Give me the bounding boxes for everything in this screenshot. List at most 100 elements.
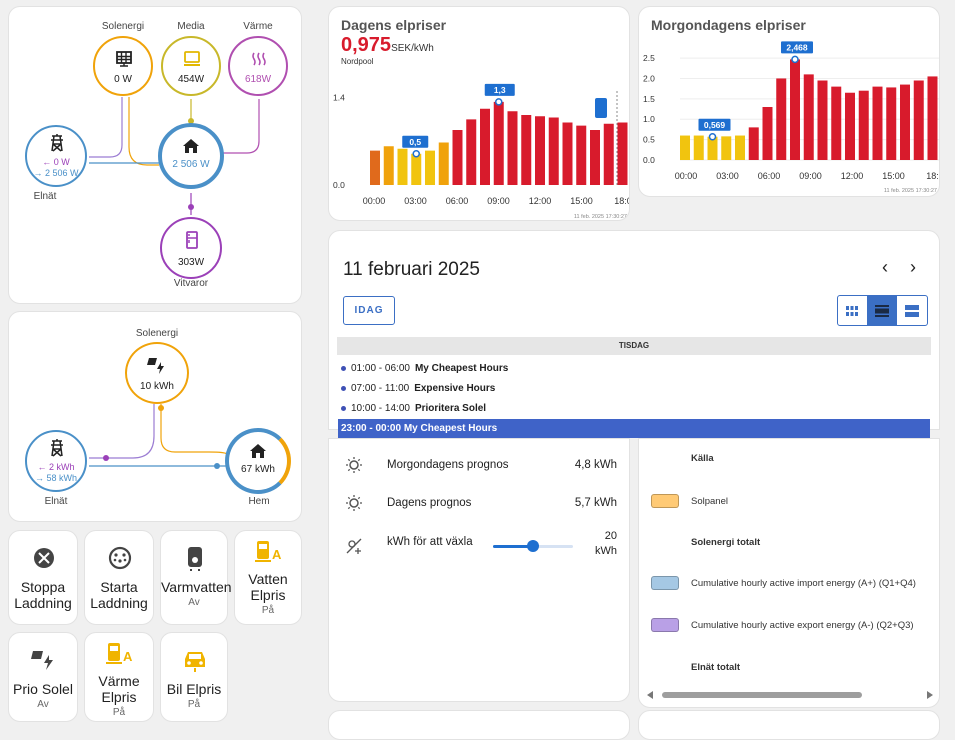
price-marker-dot xyxy=(412,150,420,158)
today-prices-title: Dagens elpriser xyxy=(341,17,447,33)
water-boiler-icon xyxy=(188,547,202,571)
legend-header: Källa xyxy=(691,453,714,464)
price-marker-label: 0,5 xyxy=(409,137,421,147)
switch-threshold-row: kWh för att växla 20 kWh xyxy=(345,530,617,561)
grid-node[interactable]: ← 0 W → 2 506 W xyxy=(25,125,87,187)
switch-threshold-slider[interactable] xyxy=(493,540,573,552)
calendar-event[interactable]: 01:00 - 06:00 My Cheapest Hours xyxy=(341,363,508,374)
slider-handle[interactable] xyxy=(527,540,539,552)
solar-power-icon xyxy=(147,358,164,374)
heat-value: 618W xyxy=(244,74,272,85)
list-view-button[interactable] xyxy=(897,296,927,325)
x-tick-label: 09:00 xyxy=(799,171,822,181)
scroll-left-icon[interactable] xyxy=(647,691,653,699)
day-view-icon xyxy=(875,304,889,317)
today-prices-card: Dagens elpriser 0,975SEK/kWh Nordpool 0.… xyxy=(328,6,630,221)
prio-solar-button[interactable]: Prio Solel Av xyxy=(8,632,78,722)
price-bar xyxy=(913,80,924,160)
prev-chevron-icon[interactable]: ‹ xyxy=(882,257,888,277)
tomorrow-prices-card: Morgondagens elpriser 0.0 0.5 1.0 1.5 2.0 2.5… xyxy=(638,6,940,197)
scrollbar-thumb[interactable] xyxy=(662,692,862,698)
price-bar xyxy=(735,135,745,160)
today-forecast-name: Dagens prognos xyxy=(387,497,472,509)
x-tick-label: 15:00 xyxy=(570,196,593,206)
stop-charging-button[interactable]: Stoppa Laddning xyxy=(8,530,78,625)
horizontal-scrollbar[interactable] xyxy=(645,690,935,700)
grid-out-value-2: → 58 kWh xyxy=(34,473,77,483)
y-tick-label: 0.0 xyxy=(333,180,345,190)
solar-forecast-icon xyxy=(346,495,362,511)
tomorrow-forecast-row[interactable]: Morgondagens prognos 4,8 kWh xyxy=(345,455,617,475)
transmission-tower-icon xyxy=(51,439,63,457)
transmission-tower-icon xyxy=(51,134,63,152)
current-price-value: 0,975 xyxy=(341,34,392,56)
car-price-button[interactable]: Bil Elpris På xyxy=(160,632,228,722)
y-tick-label: 1.5 xyxy=(643,94,655,104)
x-tick-label: 06:00 xyxy=(446,196,469,206)
home-node[interactable]: 2 506 W xyxy=(158,123,224,189)
solar-value: 0 W xyxy=(114,74,132,85)
water-price-button[interactable]: A Vatten Elpris På xyxy=(234,530,302,625)
price-bar xyxy=(562,122,573,185)
heat-price-button[interactable]: A Värme Elpris På xyxy=(84,632,154,722)
price-bar xyxy=(397,148,408,185)
svg-text:A: A xyxy=(123,649,133,664)
price-bar xyxy=(480,108,490,185)
legend-item-solar[interactable]: Solpanel xyxy=(651,494,728,508)
tomorrow-prices-title: Morgondagens elpriser xyxy=(651,17,806,33)
price-bar xyxy=(507,111,518,185)
home-node-2[interactable]: 67 kWh xyxy=(225,428,291,494)
solar-node[interactable]: 0 W xyxy=(93,36,153,96)
today-forecast-value: 5,7 kWh xyxy=(574,497,617,509)
x-tick-label: 00:00 xyxy=(675,171,698,181)
price-marker-label: 1,3 xyxy=(494,85,506,95)
current-price-badge xyxy=(595,98,607,118)
hot-water-button[interactable]: Varmvatten Av xyxy=(160,530,232,625)
y-tick-label: 1.4 xyxy=(333,93,345,103)
media-label: Media xyxy=(177,21,205,32)
ev-station-price-icon: A xyxy=(106,643,133,664)
calendar-event-highlight[interactable]: 23:00 - 00:00 My Cheapest Hours xyxy=(338,419,930,438)
today-button[interactable]: IDAG xyxy=(343,296,395,325)
solar-forecast-card: Morgondagens prognos 4,8 kWh Dagens prog… xyxy=(328,438,630,702)
price-bar xyxy=(927,76,938,160)
price-marker-badge xyxy=(781,41,813,54)
solar-value-2: 10 kWh xyxy=(140,381,174,392)
appliances-node[interactable]: 303W xyxy=(160,217,222,279)
home-value: 2 506 W xyxy=(172,159,210,170)
legend-item-export[interactable]: Cumulative hourly active export energy (… xyxy=(651,618,914,632)
price-bar xyxy=(576,125,587,185)
car-price-state: På xyxy=(187,699,201,710)
solar-power-icon xyxy=(31,651,53,670)
x-tick-label: 18:0 xyxy=(614,196,630,206)
price-bar xyxy=(900,84,910,160)
x-tick-label: 12:00 xyxy=(841,171,864,181)
next-chevron-icon[interactable]: › xyxy=(910,257,916,277)
day-view-button[interactable] xyxy=(867,296,898,325)
start-charging-button[interactable]: Starta Laddning xyxy=(84,530,154,625)
chart-timestamp: 11 feb. 2025 17:30:27 xyxy=(574,214,627,220)
calendar-event[interactable]: 10:00 - 14:00 Prioritera Solel xyxy=(341,403,486,414)
price-bar xyxy=(803,74,814,160)
scroll-right-icon[interactable] xyxy=(927,691,933,699)
month-view-button[interactable] xyxy=(838,296,868,325)
price-bar xyxy=(383,146,394,185)
solar-node-2[interactable]: 10 kWh xyxy=(125,342,189,404)
calendar-event[interactable]: 07:00 - 11:00 Expensive Hours xyxy=(341,383,495,394)
price-bar xyxy=(680,135,690,160)
price-bar xyxy=(603,123,614,185)
price-marker-badge xyxy=(402,135,429,148)
price-bar xyxy=(790,59,800,160)
legend-item-import[interactable]: Cumulative hourly active import energy (… xyxy=(651,576,916,590)
today-forecast-row[interactable]: Dagens prognos 5,7 kWh xyxy=(345,493,617,513)
price-bar xyxy=(438,142,449,185)
heat-node[interactable]: 618W xyxy=(228,36,288,96)
x-tick-label: 00:00 xyxy=(363,196,386,206)
close-circle-icon xyxy=(34,548,54,568)
appliances-value: 303W xyxy=(177,257,205,268)
x-tick-label: 03:00 xyxy=(716,171,739,181)
energy-flow-card: Solenergi 10 kWh ← 2 kWh → 58 kWh Elnät … xyxy=(8,311,302,522)
grid-out-value: → 2 506 W xyxy=(33,168,79,178)
grid-node-2[interactable]: ← 2 kWh → 58 kWh xyxy=(25,430,87,492)
media-node[interactable]: 454W xyxy=(161,36,221,96)
